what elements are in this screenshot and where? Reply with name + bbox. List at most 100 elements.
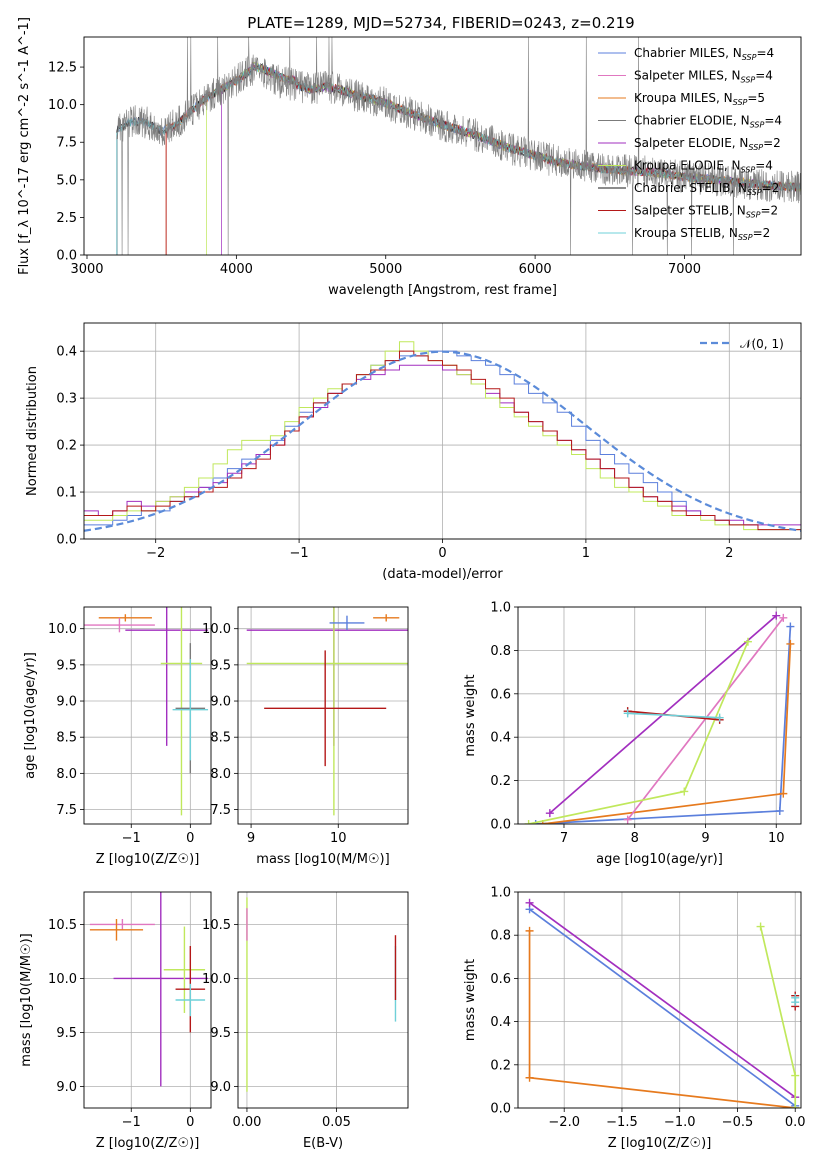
weight_vs_Z-xtick-label: −0.5 <box>722 1115 754 1130</box>
spectrum-ytick-label: 5.0 <box>56 173 77 188</box>
age_vs_Z-ytick-label: 9.5 <box>56 658 77 673</box>
age_vs_mass-ytick-label: 8.0 <box>210 767 231 782</box>
mass_vs_Z-ytick-label: 10.0 <box>48 972 77 987</box>
errorbar-point <box>373 614 400 622</box>
weight-marker <box>715 713 724 722</box>
weight-marker <box>772 611 781 620</box>
age_vs_Z-ytick-label: 9.0 <box>56 695 77 710</box>
age_vs_mass-plot-area <box>246 607 408 816</box>
weight-marker <box>623 815 632 824</box>
weight-marker <box>525 926 534 935</box>
age_vs_Z-ytick-label: 8.5 <box>56 731 77 746</box>
weight_vs_Z-ytick-label: 0.0 <box>490 1102 511 1117</box>
weight-series-line <box>535 626 792 824</box>
legend-entry: Chabrier ELODIE, NSSP=4 <box>634 114 782 130</box>
histogram-plot-area <box>84 341 801 532</box>
spectrum-xtick-label: 6000 <box>519 262 552 277</box>
weight_vs_age-ytick-label: 0.2 <box>490 774 511 789</box>
weight_vs_age-ytick-label: 0.4 <box>490 731 511 746</box>
errorbar-point <box>264 650 387 767</box>
age_vs_mass-ytick-label: 10.0 <box>202 622 231 637</box>
spectrum-legend: Chabrier MILES, NSSP=4 Salpeter MILES, NS… <box>598 46 782 242</box>
weight_vs_age-xtick-label: 10 <box>768 831 785 846</box>
age_vs_Z-ylabel: age [log10(age/yr)] <box>23 652 38 779</box>
spectrum-ytick-label: 10.0 <box>48 98 77 113</box>
age_vs_mass-grid <box>238 607 408 824</box>
spectrum-ytick-label: 7.5 <box>56 136 77 151</box>
errorbar-point <box>89 919 144 941</box>
spectrum-ytick-label: 0.0 <box>56 249 77 264</box>
spectrum-frame <box>83 36 802 256</box>
age_vs_Z-ytick-label: 7.5 <box>56 803 77 818</box>
weight_vs_age-ytick-label: 0.8 <box>490 644 511 659</box>
legend-entry: Chabrier STELIB, NSSP=2 <box>634 181 779 197</box>
mass_vs_Z-ytick-label: 9.5 <box>56 1026 77 1041</box>
age_vs_Z-plot-area <box>84 607 209 816</box>
weight-marker <box>524 820 533 824</box>
mass_vs_Z-panel: −1 0 9.0 9.5 10.0 10.5 Z [log10(Z/Z☉)] mass [lo… <box>19 891 212 1151</box>
weight_vs_age-ytick-label: 0.6 <box>490 687 511 702</box>
weight_vs_age-xtick-label: 9 <box>701 831 709 846</box>
weight-marker <box>743 637 752 646</box>
age_vs_Z-grid <box>84 607 211 824</box>
weight_vs_Z-panel: −2.0 −1.5 −1.0 −0.5 0.0 0.0 0.2 0.4 0.6 0.8 1.0 Z [… <box>463 886 806 1152</box>
histogram-xtick-label: −1 <box>290 546 309 561</box>
age_vs_mass-ytick-label: 9.5 <box>210 658 231 673</box>
mass_vs_ebv-xtick-label: 0.05 <box>322 1115 351 1130</box>
mass_vs_ebv-grid <box>238 892 408 1108</box>
errorbar-point <box>172 659 209 761</box>
observed-spectrum-line <box>116 37 801 255</box>
histogram-ytick-label: 0.3 <box>56 392 77 407</box>
errorbar-point <box>89 919 155 930</box>
errorbar-point <box>113 892 209 1087</box>
mass_vs_Z-xlabel: Z [log10(Z/Z☉)] <box>96 1136 200 1151</box>
weight_vs_age-panel: 7 8 9 10 0.0 0.2 0.4 0.6 0.8 1.0 age [log10(age/yr… <box>463 601 802 867</box>
weight-marker <box>786 639 795 648</box>
weight_vs_Z-xtick-label: 0.0 <box>785 1115 806 1130</box>
weight_vs_Z-ytick-label: 0.2 <box>490 1058 511 1073</box>
spectrum-ylabel: Flux [f_λ 10^-17 erg cm^-2 s^-1 A^-1] <box>17 17 32 275</box>
weight-marker <box>623 709 632 718</box>
histogram-series <box>84 350 801 531</box>
age_vs_mass-panel: 9 10 7.5 8.0 8.5 9.0 9.5 10.0 mass [log10(M/M☉)] <box>202 606 409 867</box>
weight_vs_age-ytick-label: 1.0 <box>490 601 511 616</box>
weight-marker <box>786 622 795 631</box>
weight-marker <box>756 922 765 931</box>
age_vs_Z-ytick-label: 8.0 <box>56 767 77 782</box>
spectrum-panel: 3000 4000 5000 6000 7000 0.0 2.5 5.0 7.5 10.0 12.5… <box>17 17 802 298</box>
weight_vs_age-plot-area <box>524 611 795 824</box>
weight_vs_Z-ytick-label: 0.8 <box>490 929 511 944</box>
age_vs_mass-ytick-label: 8.5 <box>210 731 231 746</box>
histogram-xtick-label: 1 <box>582 546 590 561</box>
weight_vs_Z-xtick-label: −2.0 <box>548 1115 580 1130</box>
errorbar-point <box>329 615 365 631</box>
weight-series-line <box>542 643 792 824</box>
spectrum-xtick-label: 7000 <box>668 262 701 277</box>
age_vs_Z-panel: −1 0 7.5 8.0 8.5 9.0 9.5 10.0 Z [log10(Z/Z☉)] age… <box>23 606 212 867</box>
weight-marker <box>531 820 540 824</box>
weight_vs_Z-ytick-label: 0.4 <box>490 1015 511 1030</box>
age_vs_mass-xtick-label: 9 <box>247 831 255 846</box>
histogram-xtick-label: 2 <box>725 546 733 561</box>
spectrum-plot-area <box>116 37 801 255</box>
weight_vs_Z-xlabel: Z [log10(Z/Z☉)] <box>608 1136 712 1151</box>
weight-marker <box>779 789 788 798</box>
errorbar-point <box>98 614 152 622</box>
legend-entry: Kroupa STELIB, NSSP=2 <box>634 226 770 242</box>
spectrum-ytick-label: 12.5 <box>48 61 77 76</box>
age_vs_mass-ytick-label: 9.0 <box>210 695 231 710</box>
histogram-ytick-label: 0.2 <box>56 439 77 454</box>
errorbar-point <box>160 607 203 816</box>
histogram-panel: −2 −1 0 1 2 0.0 0.1 0.2 0.3 0.4 (data-model)/error… <box>25 322 802 582</box>
mass_vs_Z-plot-area <box>89 892 209 1087</box>
weight_vs_Z-plot-area <box>525 898 800 1108</box>
spectrum-xtick-label: 4000 <box>220 262 253 277</box>
mass_vs_ebv-ytick-label: 10.0 <box>202 972 231 987</box>
histogram-ytick-label: 0.0 <box>56 533 77 548</box>
mass_vs_Z-ytick-label: 9.0 <box>56 1080 77 1095</box>
weight-marker <box>525 898 534 907</box>
weight_vs_Z-ytick-label: 0.6 <box>490 972 511 987</box>
mass_vs_ebv-plot-area <box>246 897 397 1092</box>
weight_vs_age-xtick-label: 7 <box>560 831 568 846</box>
